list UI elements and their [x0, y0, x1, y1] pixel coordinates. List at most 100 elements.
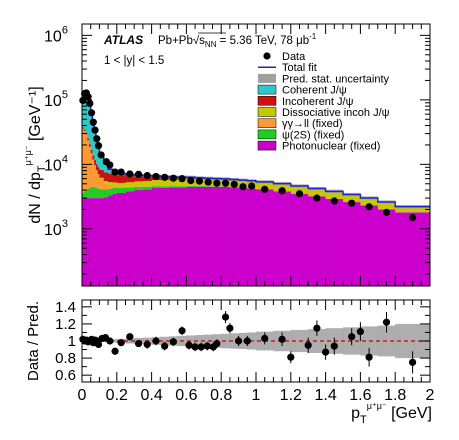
- data-point: [79, 96, 87, 105]
- ratio-band-bin: [195, 335, 205, 347]
- bar-dissociative: [160, 179, 170, 187]
- ratio-points: [79, 311, 417, 374]
- data-point: [111, 168, 119, 176]
- bar-dissociative: [308, 188, 326, 197]
- bar-coherent: [103, 163, 109, 173]
- bar-photonuclear: [360, 205, 379, 286]
- bar-dissociative: [116, 182, 126, 188]
- legend-label-photonuclear: Photonuclear (fixed): [282, 141, 380, 153]
- bar-photonuclear: [97, 198, 100, 286]
- bar-coherent: [95, 139, 98, 165]
- data-point: [187, 176, 195, 185]
- bar-photonuclear: [125, 191, 135, 286]
- bar-incoherent: [90, 149, 93, 154]
- bar-photonuclear: [395, 212, 431, 286]
- energy-sup: -1: [309, 32, 317, 41]
- bar-psi2s: [142, 186, 152, 190]
- bar-photonuclear: [169, 187, 178, 286]
- bar-incoherent: [116, 174, 126, 183]
- bar-dissociative: [169, 179, 178, 187]
- x-tick-label: 1.8: [384, 387, 406, 404]
- ratio-point: [382, 318, 391, 326]
- ylabel-unit: [GeV⁻¹]: [27, 86, 44, 145]
- bar-photonuclear: [212, 186, 222, 286]
- legend-marker-data: [263, 52, 271, 60]
- data-point: [169, 174, 177, 182]
- bar-gammagamma: [85, 134, 88, 191]
- data-point: [295, 190, 304, 198]
- sqrt-s-text: √s: [193, 34, 205, 47]
- data-point: [213, 179, 221, 187]
- xlabel-unit: [GeV]: [387, 405, 432, 422]
- bar-photonuclear: [112, 193, 118, 286]
- bar-incoherent: [103, 172, 109, 182]
- bar-incoherent: [108, 173, 113, 183]
- bar-incoherent: [95, 164, 98, 171]
- ratio-point: [117, 339, 125, 347]
- x-tick-label: 1.2: [280, 387, 302, 404]
- legend-swatch-photonuclear: [257, 140, 277, 151]
- bar-psi2s: [151, 186, 161, 188]
- ratio-frame: [81, 299, 431, 383]
- data-point: [178, 175, 186, 183]
- data-point: [152, 172, 160, 181]
- energy-text: = 5.36 TeV, 78 μb: [216, 35, 309, 47]
- bar-dissociative: [95, 170, 98, 172]
- data-point: [134, 170, 143, 178]
- ratio-point: [313, 324, 321, 332]
- bar-dissociative: [360, 198, 379, 206]
- data-point: [261, 185, 269, 193]
- x-tick-label: 2: [426, 387, 435, 404]
- bar-gammagamma: [116, 187, 126, 188]
- ratio-xlabel: pTμ⁺μ⁻ [GeV]: [351, 401, 432, 426]
- x-tick-label: 1.6: [349, 387, 371, 404]
- ratio-point: [213, 339, 221, 348]
- bar-photonuclear: [290, 193, 309, 286]
- data-point: [97, 151, 105, 159]
- data-point: [89, 118, 97, 126]
- data-point: [93, 135, 101, 143]
- bar-psi2s: [87, 188, 90, 199]
- bar-psi2s: [94, 187, 97, 199]
- data-point: [239, 183, 247, 191]
- bar-gammagamma: [99, 179, 105, 190]
- data-point: [126, 170, 134, 178]
- bar-gammagamma: [82, 128, 85, 193]
- ylabel-main: dN / dp: [27, 172, 44, 224]
- bar-photonuclear: [325, 199, 344, 286]
- data-point: [221, 179, 230, 187]
- bar-dissociative: [377, 202, 396, 210]
- legend-swatch-gammagamma: [257, 118, 277, 128]
- xlabel-main: p: [351, 405, 360, 422]
- bar-psi2s: [92, 186, 95, 199]
- bar-incoherent: [125, 175, 135, 183]
- legend-swatch-psi2s: [257, 129, 277, 140]
- data-point: [84, 93, 92, 101]
- ratio-band-bin: [229, 333, 239, 349]
- ratio-band-bin: [308, 329, 326, 353]
- bar-dissociative: [325, 191, 344, 199]
- ratio-point: [126, 333, 134, 341]
- bar-photonuclear: [142, 189, 152, 286]
- upper-frame: [81, 23, 431, 287]
- bar-photonuclear: [103, 197, 109, 286]
- legend-label-total_fit: Total fit: [282, 62, 317, 74]
- bar-coherent: [97, 147, 100, 168]
- data-point: [278, 187, 286, 195]
- bar-incoherent: [87, 138, 90, 141]
- ratio-point: [143, 340, 151, 349]
- bar-dissociative: [108, 182, 113, 185]
- bar-gammagamma: [108, 184, 113, 189]
- bar-photonuclear: [343, 202, 361, 286]
- bar-dissociative: [92, 159, 95, 161]
- bar-photonuclear: [273, 191, 292, 286]
- bar-psi2s: [99, 189, 105, 199]
- bar-incoherent: [83, 129, 86, 131]
- data-point: [117, 168, 125, 176]
- bar-photonuclear: [195, 186, 205, 286]
- bar-psi2s: [195, 185, 205, 187]
- xlabel-sup: μ⁺μ⁻: [367, 401, 387, 411]
- data-point: [91, 126, 99, 134]
- ratio-point: [185, 341, 193, 349]
- ratio-axes: 0.60.811.21.40 0.2 0.4 0.6 0.8 1 1.2 1.4 1.6 1.8 2: [55, 299, 434, 404]
